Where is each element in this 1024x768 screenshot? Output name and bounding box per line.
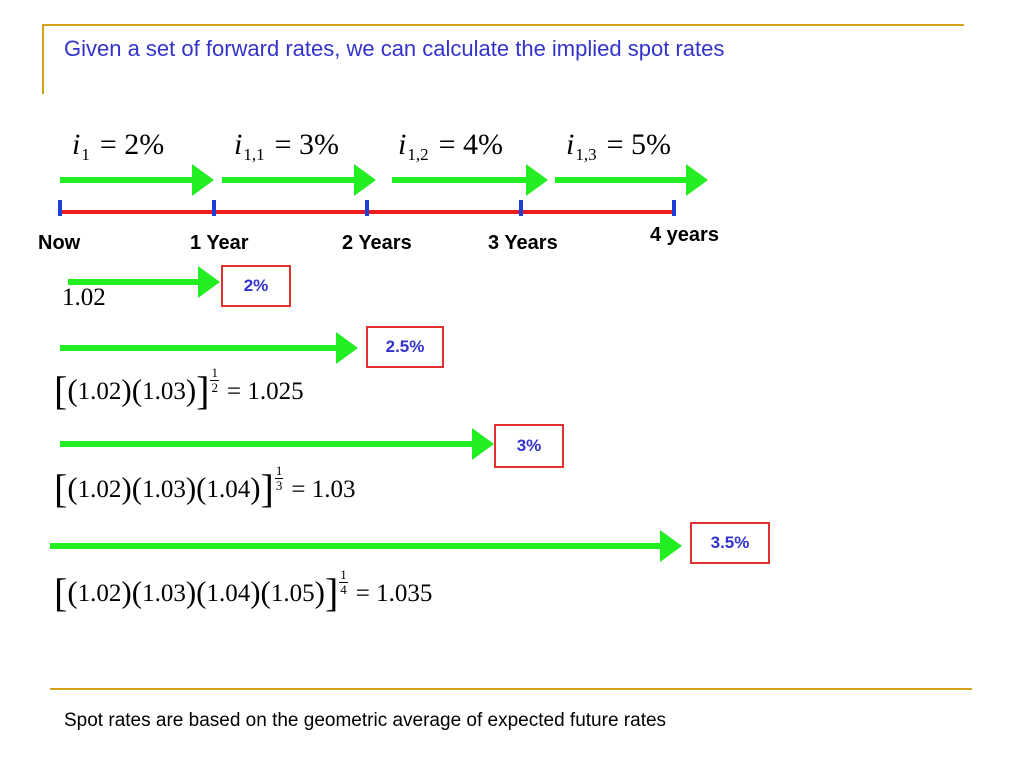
timeline-label-now: Now <box>38 232 81 254</box>
forward-arrow-1 <box>60 164 214 196</box>
spot-formula-4: [(1.02)(1.03)(1.04)(1.05)] 1 4 = 1.035 <box>54 567 433 615</box>
forward-rate-2: i1,1 = 3% <box>234 128 340 164</box>
spot-arrow-2 <box>60 332 358 364</box>
spot-arrow-1 <box>68 266 220 298</box>
title-rule-left <box>42 24 44 94</box>
title-rule-top <box>42 24 964 26</box>
timeline-label-year-2: 2 Years <box>342 232 412 254</box>
spot-formula-1: 1.02 <box>62 284 106 311</box>
spot-rate-badge-2: 2.5% <box>366 326 444 368</box>
forward-rate-4: i1,3 = 5% <box>566 128 672 164</box>
timeline-label-year-4: 4 years <box>650 224 719 246</box>
timeline-label-year-3: 3 Years <box>488 232 558 254</box>
forward-arrow-2 <box>222 164 376 196</box>
forward-arrow-4 <box>555 164 708 196</box>
spot-arrow-4 <box>50 530 682 562</box>
footer-note: Spot rates are based on the geometric av… <box>64 710 667 731</box>
spot-rate-badge-3: 3% <box>494 424 564 468</box>
timeline-ticks <box>58 200 676 216</box>
spot-formula-3: [(1.02)(1.03)(1.04)] 1 3 = 1.03 <box>54 463 356 511</box>
footer-rule <box>50 688 972 690</box>
spot-rate-badge-4: 3.5% <box>690 522 770 564</box>
slide-title: Given a set of forward rates, we can cal… <box>64 36 725 61</box>
spot-rate-badge-1: 2% <box>221 265 291 307</box>
spot-arrow-3 <box>60 428 494 460</box>
forward-arrow-3 <box>392 164 548 196</box>
forward-rate-1: i1 = 2% <box>72 128 165 164</box>
spot-formula-2: [(1.02)(1.03)] 1 2 = 1.025 <box>54 365 304 413</box>
timeline-label-year-1: 1 Year <box>190 232 249 254</box>
forward-rate-3: i1,2 = 4% <box>398 128 504 164</box>
